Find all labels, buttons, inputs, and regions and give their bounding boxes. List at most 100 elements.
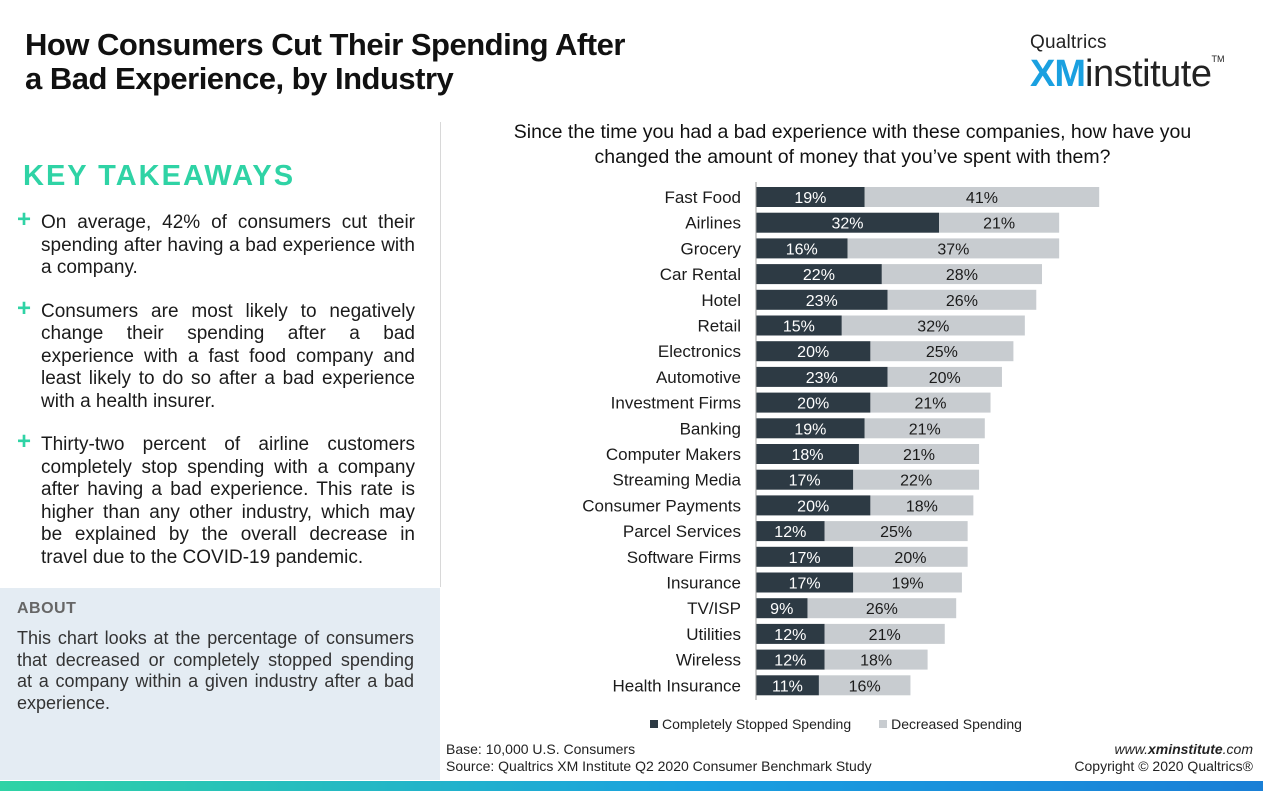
logo-institute-text: institute [1085, 53, 1212, 95]
bar-stopped-spending [756, 675, 819, 696]
data-label-stopped: 20% [797, 498, 829, 515]
category-label: Computer Makers [606, 445, 741, 464]
data-label-stopped: 19% [794, 421, 826, 438]
legend-item-stopped: Completely Stopped Spending [650, 716, 851, 732]
bottom-accent-bar [0, 781, 1263, 791]
legend-label-stopped: Completely Stopped Spending [662, 716, 852, 732]
data-label-stopped: 20% [797, 344, 829, 361]
takeaway-item: + Thirty-two percent of airline customers… [17, 428, 415, 569]
category-label: Car Rental [660, 265, 741, 284]
data-label-stopped: 18% [791, 447, 823, 464]
data-label-stopped: 23% [806, 370, 838, 387]
bar-stopped-spending [756, 546, 854, 567]
category-label: Airlines [685, 214, 741, 233]
data-label-stopped: 17% [789, 576, 821, 593]
bar-stopped-spending [756, 469, 854, 490]
bar-decreased-spending [824, 623, 945, 644]
key-takeaways-list: + On average, 42% of consumers cut their … [17, 206, 415, 590]
bar-decreased-spending [870, 495, 974, 516]
bar-decreased-spending [824, 649, 928, 670]
bar-decreased-spending [824, 521, 968, 542]
bar-stopped-spending [756, 212, 940, 233]
bar-stopped-spending [756, 649, 825, 670]
data-label-stopped: 20% [797, 396, 829, 413]
bar-stopped-spending [756, 623, 825, 644]
about-heading: ABOUT [17, 600, 77, 617]
bar-decreased-spending [807, 598, 957, 619]
data-label-decreased: 32% [917, 319, 949, 336]
bar-decreased-spending [887, 289, 1037, 310]
data-label-decreased: 26% [946, 293, 978, 310]
copyright-note: Copyright © 2020 Qualtrics® [1074, 757, 1253, 774]
category-label: Banking [680, 419, 741, 438]
bar-stopped-spending [756, 598, 808, 619]
data-label-decreased: 21% [909, 421, 941, 438]
takeaway-item: + Consumers are most likely to negatively… [17, 296, 415, 414]
data-label-decreased: 21% [869, 627, 901, 644]
takeaway-text: Consumers are most likely to negatively … [41, 300, 415, 412]
base-note: Base: 10,000 U.S. Consumers [446, 741, 636, 757]
bar-decreased-spending [841, 315, 1025, 336]
bar-decreased-spending [858, 444, 980, 464]
logo-qualtrics-text: Qualtrics [1030, 32, 1107, 53]
data-label-stopped: 22% [803, 267, 835, 284]
bar-decreased-spending [853, 469, 980, 490]
logo-tm-mark: TM [1211, 54, 1225, 64]
bar-stopped-spending [756, 572, 854, 593]
plus-icon: + [17, 428, 32, 455]
stacked-bar-chart: Fast Food 19% 41% Airlines 32% 21% Grocery 16% 3… [582, 182, 1100, 700]
page-title: How Consumers Cut Their Spending After a… [25, 28, 725, 96]
bar-decreased-spending [870, 341, 1014, 362]
data-label-stopped: 12% [774, 653, 806, 670]
bar-stopped-spending [756, 418, 865, 439]
data-label-decreased: 21% [983, 216, 1015, 233]
key-takeaways-heading: KEY TAKEAWAYS [23, 160, 296, 192]
data-label-decreased: 18% [860, 653, 892, 670]
category-label: Health Insurance [612, 676, 741, 695]
chart-footnote: Base: 10,000 U.S. Consumers Source: Qual… [446, 741, 872, 774]
bar-decreased-spending [864, 187, 1100, 207]
data-label-stopped: 17% [789, 473, 821, 490]
data-label-decreased: 25% [926, 344, 958, 361]
data-label-decreased: 26% [866, 601, 898, 618]
category-label: Parcel Services [623, 522, 741, 541]
data-label-stopped: 12% [774, 627, 806, 644]
legend-swatch-stopped [650, 720, 658, 728]
data-label-decreased: 25% [880, 524, 912, 541]
category-label: Fast Food [664, 188, 741, 207]
data-label-stopped: 11% [772, 678, 803, 695]
bar-stopped-spending [756, 366, 888, 387]
website-link[interactable]: www.xminstitute.com [1114, 741, 1253, 757]
category-label: Automotive [656, 368, 741, 387]
page-title-line2: a Bad Experience, by Industry [25, 61, 454, 96]
category-label: Investment Firms [611, 394, 741, 413]
data-label-stopped: 17% [789, 550, 821, 567]
data-label-stopped: 16% [786, 241, 818, 258]
plus-icon: + [17, 206, 32, 233]
data-label-decreased: 21% [903, 447, 935, 464]
bar-stopped-spending [756, 187, 865, 207]
bar-stopped-spending [756, 495, 871, 516]
data-label-stopped: 15% [783, 319, 815, 336]
logo-xm-text: XM [1030, 53, 1086, 95]
data-label-decreased: 37% [937, 241, 969, 258]
source-note: Source: Qualtrics XM Institute Q2 2020 C… [446, 757, 872, 774]
bar-decreased-spending [939, 212, 1060, 233]
data-label-stopped: 12% [774, 524, 806, 541]
data-label-decreased: 22% [900, 473, 932, 490]
bar-stopped-spending [756, 444, 859, 464]
category-label: Consumer Payments [582, 496, 741, 515]
data-label-decreased: 20% [894, 550, 926, 567]
data-label-decreased: 16% [849, 678, 881, 695]
data-label-decreased: 21% [914, 396, 946, 413]
category-label: TV/ISP [687, 599, 741, 618]
data-label-decreased: 20% [929, 370, 961, 387]
legend-swatch-decreased [879, 720, 888, 728]
bar-decreased-spending [853, 572, 962, 593]
data-label-decreased: 28% [946, 267, 978, 284]
bar-decreased-spending [818, 675, 911, 696]
bar-stopped-spending [756, 238, 848, 259]
data-label-decreased: 19% [892, 576, 924, 593]
data-label-stopped: 23% [806, 293, 838, 310]
bar-decreased-spending [887, 366, 1002, 387]
